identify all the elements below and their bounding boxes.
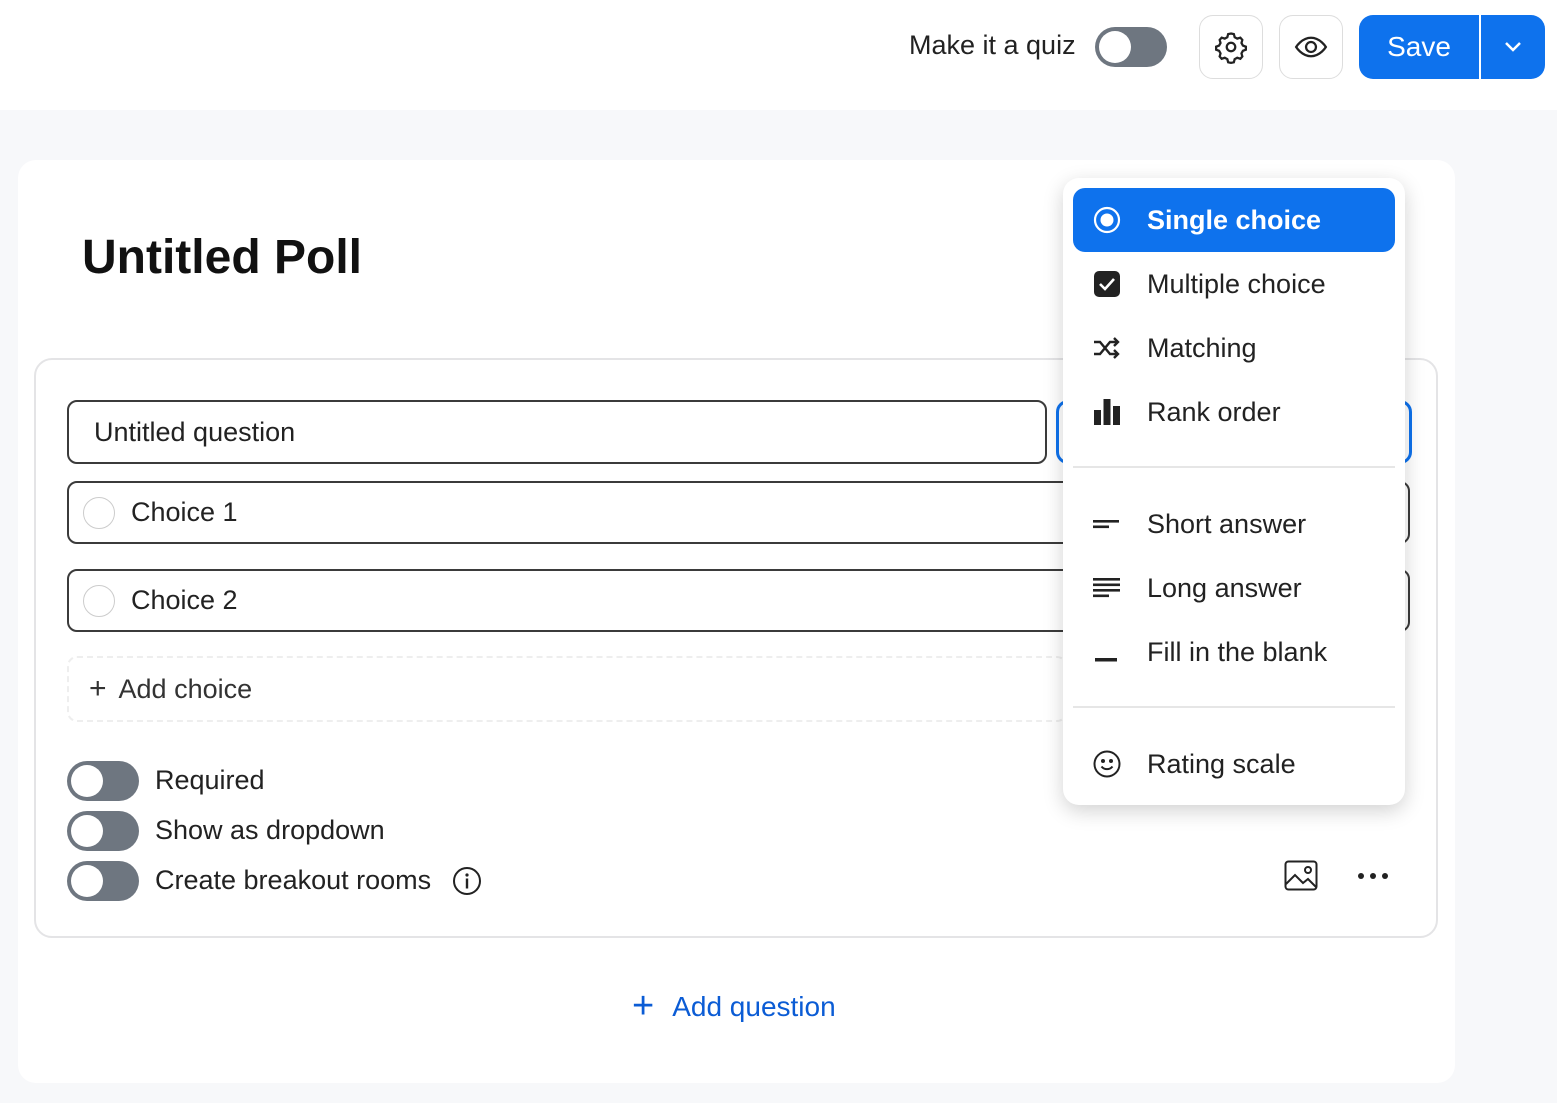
save-options-button[interactable] (1481, 15, 1545, 79)
question-type-menu: Single choice Multiple choice Matching R… (1063, 178, 1405, 805)
plus-icon: + (632, 985, 655, 1027)
menu-item-fill-in-the-blank[interactable]: Fill in the blank (1073, 620, 1395, 684)
image-icon[interactable] (1284, 860, 1318, 892)
gear-icon (1214, 32, 1248, 64)
save-button-group: Save (1359, 15, 1545, 79)
menu-item-matching[interactable]: Matching (1073, 316, 1395, 380)
eye-icon (1294, 36, 1328, 58)
blank-icon (1095, 658, 1117, 662)
menu-item-rating-scale[interactable]: Rating scale (1073, 732, 1395, 796)
radio-icon (83, 496, 115, 529)
settings-button[interactable] (1199, 15, 1263, 79)
menu-divider (1073, 706, 1395, 708)
plus-icon: + (89, 672, 107, 705)
add-choice-label: Add choice (118, 673, 253, 704)
preview-button[interactable] (1279, 15, 1343, 79)
quiz-toggle[interactable] (1095, 27, 1167, 67)
menu-divider (1073, 466, 1395, 468)
chevron-down-icon (1505, 42, 1521, 52)
add-question-button[interactable]: + Add question (632, 985, 836, 1028)
dropdown-toggle[interactable] (67, 811, 139, 851)
breakout-toggle[interactable] (67, 861, 139, 901)
short-text-icon (1093, 520, 1119, 529)
menu-item-long-answer[interactable]: Long answer (1073, 556, 1395, 620)
top-bar: Make it a quiz Save (0, 0, 1557, 110)
menu-item-short-answer[interactable]: Short answer (1073, 492, 1395, 556)
radio-icon (1093, 206, 1121, 234)
long-text-icon (1093, 578, 1120, 598)
question-title-input[interactable]: Untitled question (67, 400, 1047, 464)
save-button[interactable]: Save (1359, 15, 1481, 79)
required-label: Required (155, 765, 265, 795)
menu-item-multiple-choice[interactable]: Multiple choice (1073, 252, 1395, 316)
add-question-label: Add question (672, 990, 836, 1022)
shuffle-icon (1094, 337, 1120, 359)
menu-item-rank-order[interactable]: Rank order (1073, 380, 1395, 444)
quiz-label: Make it a quiz (909, 30, 1076, 60)
required-toggle[interactable] (67, 761, 139, 801)
poll-title[interactable]: Untitled Poll (82, 231, 362, 284)
checkbox-icon (1094, 271, 1120, 297)
more-icon[interactable] (1357, 870, 1389, 882)
choice-text: Choice 2 (131, 585, 238, 615)
radio-icon (83, 584, 115, 617)
info-icon[interactable] (452, 866, 482, 896)
dropdown-label: Show as dropdown (155, 815, 385, 845)
bar-chart-icon (1094, 399, 1120, 425)
breakout-label: Create breakout rooms (155, 865, 432, 895)
menu-item-single-choice[interactable]: Single choice (1073, 188, 1395, 252)
add-choice-button[interactable]: + Add choice (67, 656, 1067, 722)
smiley-icon (1093, 750, 1121, 778)
choice-text: Choice 1 (131, 497, 238, 527)
